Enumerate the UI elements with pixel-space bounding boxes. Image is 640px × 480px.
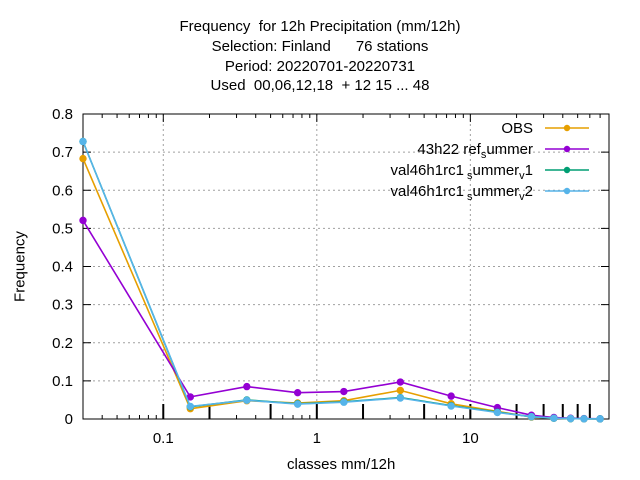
chart-title-line-4: Used 00,06,12,18 + 12 15 ... 48 xyxy=(210,77,430,94)
data-point-s3 xyxy=(580,415,588,423)
y-tick-label: 0.2 xyxy=(52,335,73,352)
legend-label-1: 43h22 refsummer xyxy=(417,141,533,161)
data-point-s3 xyxy=(243,396,251,405)
y-tick-label: 0.5 xyxy=(52,220,73,237)
x-axis-label: classes mm/12h xyxy=(287,456,396,473)
y-tick-label: 0 xyxy=(65,411,73,428)
x-tick-label: 0.1 xyxy=(153,430,174,447)
data-point-s3 xyxy=(186,402,195,411)
data-point-s3 xyxy=(293,400,302,408)
y-tick-label: 0.8 xyxy=(52,106,73,123)
data-point-s1 xyxy=(243,382,251,391)
x-tick-label: 10 xyxy=(462,430,479,447)
data-point-s1 xyxy=(293,388,302,397)
legend-label-2: val46h1rc1 summerv1 xyxy=(391,162,533,182)
legend-marker-2 xyxy=(563,166,571,174)
data-point-s1 xyxy=(340,387,348,396)
data-point-s3 xyxy=(550,414,558,422)
chart-title-line-1: Frequency for 12h Precipitation (mm/12h) xyxy=(179,18,461,35)
legend-marker-1 xyxy=(563,145,571,153)
legend-label-3: val46h1rc1 summerv2 xyxy=(391,183,533,203)
data-point-s3 xyxy=(596,415,604,423)
data-point-s3 xyxy=(396,394,405,402)
series-line-3 xyxy=(82,141,601,420)
chart-title-line-2: Selection: Finland 76 stations xyxy=(211,38,429,55)
data-point-s3 xyxy=(79,137,87,146)
data-point-s3 xyxy=(447,402,455,410)
data-point-s3 xyxy=(566,414,575,423)
data-point-s3 xyxy=(493,408,502,417)
y-tick-label: 0.6 xyxy=(52,182,73,199)
data-point-s3 xyxy=(340,398,348,406)
data-point-s0 xyxy=(79,154,87,163)
legend-label-0: OBS xyxy=(501,120,533,137)
data-point-s1 xyxy=(447,392,455,400)
y-tick-label: 0.3 xyxy=(52,297,73,314)
chart-title-line-3: Period: 20220701-20220731 xyxy=(224,58,416,75)
data-point-s1 xyxy=(396,378,405,386)
legend-marker-3 xyxy=(563,187,571,195)
plot-border xyxy=(82,113,610,420)
y-tick-label: 0.7 xyxy=(52,144,73,161)
y-tick-label: 0.4 xyxy=(52,259,73,276)
series-line-2 xyxy=(82,141,601,420)
x-tick-label: 1 xyxy=(313,430,321,447)
data-point-s1 xyxy=(79,216,87,225)
legend-marker-0 xyxy=(563,124,571,132)
data-point-s0 xyxy=(396,386,405,395)
data-point-s3 xyxy=(527,413,536,421)
y-tick-label: 0.1 xyxy=(52,373,73,390)
